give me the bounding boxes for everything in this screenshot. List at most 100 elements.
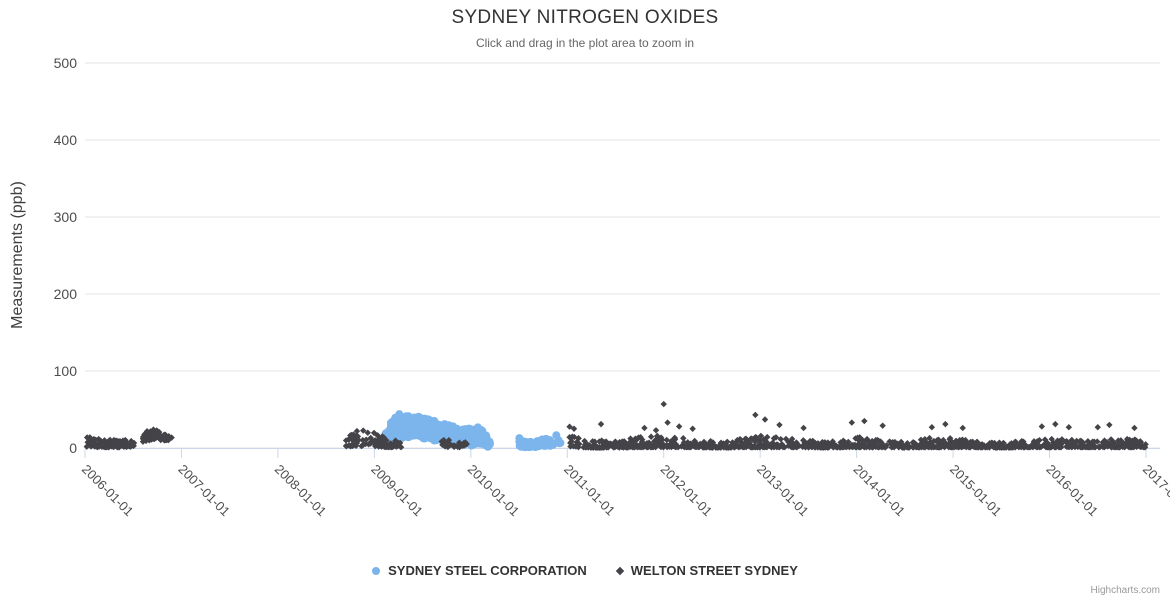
data-point[interactable]	[800, 424, 807, 432]
data-point[interactable]	[731, 440, 739, 447]
data-point[interactable]	[639, 440, 646, 447]
data-point[interactable]	[619, 443, 627, 451]
data-point[interactable]	[657, 434, 665, 441]
data-point[interactable]	[566, 434, 573, 441]
data-point[interactable]	[395, 420, 404, 429]
data-point[interactable]	[444, 424, 453, 433]
data-point[interactable]	[603, 444, 610, 451]
data-point[interactable]	[848, 441, 856, 449]
data-point[interactable]	[689, 441, 697, 448]
data-point[interactable]	[1046, 443, 1054, 450]
data-point[interactable]	[1142, 441, 1149, 448]
data-point[interactable]	[757, 432, 765, 440]
data-point[interactable]	[1095, 443, 1103, 451]
data-point[interactable]	[669, 437, 676, 444]
data-point[interactable]	[396, 412, 405, 421]
data-point[interactable]	[680, 435, 687, 442]
data-point[interactable]	[533, 439, 542, 448]
data-point[interactable]	[700, 439, 708, 446]
data-point[interactable]	[947, 439, 954, 446]
data-point[interactable]	[663, 443, 671, 451]
data-point[interactable]	[881, 444, 889, 451]
data-point[interactable]	[959, 443, 966, 450]
data-point[interactable]	[854, 434, 861, 441]
data-point[interactable]	[940, 436, 947, 444]
data-point[interactable]	[928, 424, 936, 431]
data-point[interactable]	[752, 411, 759, 419]
data-point[interactable]	[1112, 441, 1119, 448]
data-point[interactable]	[691, 437, 698, 445]
data-point[interactable]	[540, 441, 549, 450]
data-point[interactable]	[1042, 444, 1050, 451]
data-point[interactable]	[704, 443, 712, 450]
data-point[interactable]	[989, 440, 996, 447]
data-point[interactable]	[668, 440, 676, 447]
data-point[interactable]	[799, 443, 806, 450]
data-point[interactable]	[671, 435, 679, 443]
data-point[interactable]	[926, 443, 933, 451]
data-point[interactable]	[652, 427, 660, 434]
data-point[interactable]	[1015, 442, 1022, 449]
data-point[interactable]	[632, 435, 639, 442]
data-point[interactable]	[942, 420, 949, 428]
data-point[interactable]	[83, 434, 91, 441]
data-point[interactable]	[760, 436, 768, 443]
data-point[interactable]	[424, 415, 433, 424]
data-point[interactable]	[998, 444, 1006, 451]
data-point[interactable]	[800, 437, 807, 444]
data-point[interactable]	[161, 431, 168, 438]
data-point[interactable]	[858, 436, 866, 444]
data-point[interactable]	[837, 441, 845, 449]
data-point[interactable]	[353, 427, 361, 435]
data-point[interactable]	[675, 423, 683, 430]
data-point[interactable]	[1135, 439, 1143, 446]
data-point[interactable]	[358, 442, 365, 450]
data-point[interactable]	[814, 440, 822, 447]
data-point[interactable]	[346, 442, 353, 449]
data-point[interactable]	[517, 439, 526, 448]
data-point[interactable]	[360, 427, 367, 434]
data-point[interactable]	[1089, 438, 1096, 445]
data-point[interactable]	[698, 442, 706, 449]
data-point[interactable]	[874, 438, 881, 445]
data-point[interactable]	[437, 422, 446, 431]
data-point[interactable]	[663, 436, 670, 444]
data-point[interactable]	[967, 443, 974, 451]
data-point[interactable]	[941, 444, 948, 451]
data-point[interactable]	[350, 439, 357, 447]
data-point[interactable]	[411, 415, 420, 424]
data-point[interactable]	[110, 441, 117, 448]
data-point[interactable]	[1069, 438, 1076, 445]
data-point[interactable]	[728, 442, 736, 450]
data-point[interactable]	[391, 440, 398, 448]
data-point[interactable]	[773, 444, 781, 451]
data-point[interactable]	[926, 434, 933, 442]
data-point[interactable]	[731, 444, 738, 451]
data-point[interactable]	[729, 439, 736, 446]
data-point[interactable]	[639, 436, 646, 443]
data-point[interactable]	[787, 441, 794, 449]
data-point[interactable]	[1012, 438, 1019, 445]
data-point[interactable]	[660, 400, 667, 408]
data-point[interactable]	[848, 419, 856, 426]
data-point[interactable]	[643, 443, 651, 450]
data-point[interactable]	[637, 434, 644, 441]
data-point[interactable]	[1104, 439, 1111, 446]
data-point[interactable]	[450, 426, 459, 435]
data-point[interactable]	[879, 422, 886, 429]
data-point[interactable]	[763, 438, 770, 446]
data-point[interactable]	[1126, 441, 1134, 449]
data-point[interactable]	[1035, 442, 1042, 449]
data-point[interactable]	[986, 444, 993, 451]
data-point[interactable]	[467, 431, 476, 440]
data-point[interactable]	[402, 412, 411, 421]
data-point[interactable]	[689, 425, 696, 432]
data-point[interactable]	[165, 433, 173, 440]
data-point[interactable]	[143, 427, 151, 435]
data-point[interactable]	[739, 443, 747, 451]
data-point[interactable]	[1052, 420, 1059, 428]
data-point[interactable]	[906, 443, 913, 451]
data-point[interactable]	[684, 439, 691, 446]
data-point[interactable]	[1054, 437, 1061, 444]
data-point[interactable]	[772, 434, 780, 441]
